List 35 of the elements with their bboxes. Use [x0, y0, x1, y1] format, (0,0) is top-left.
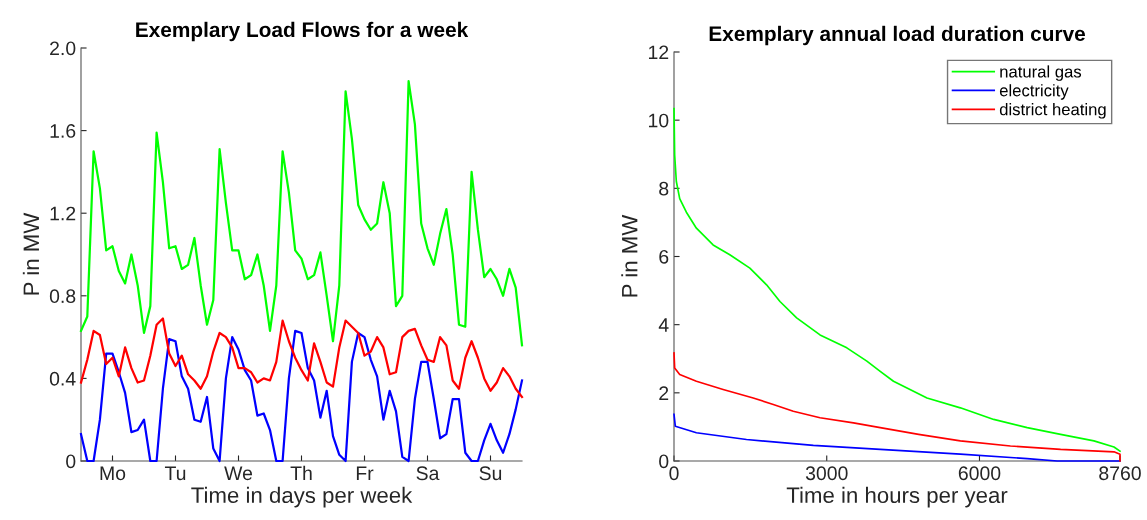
- y-tick-label: 0.8: [49, 289, 76, 304]
- y-tick-label: 6: [659, 249, 669, 264]
- x-tick-label: Tu: [164, 466, 186, 481]
- x-tick-label: 8760: [1099, 466, 1141, 481]
- y-axis-title: P in MW: [22, 212, 39, 295]
- legend-label: district heating: [999, 103, 1106, 119]
- line-series: [79, 79, 524, 347]
- x-tick-label: 3000: [805, 466, 848, 481]
- x-tick-label: Su: [479, 466, 502, 481]
- x-tick-label: We: [224, 466, 253, 481]
- line-series: [79, 317, 524, 399]
- y-axis-title: P in MW: [621, 214, 638, 297]
- y-tick-label: 2.0: [50, 41, 76, 56]
- legend-label: natural gas: [1000, 65, 1082, 81]
- y-tick-label: 0: [659, 454, 669, 469]
- y-tick-label: 0: [66, 454, 76, 469]
- y-tick-label: 4: [658, 318, 669, 332]
- x-tick-label: Sa: [416, 466, 440, 481]
- y-tick-label: 1.6: [50, 124, 76, 138]
- y-tick-label: 8: [659, 181, 669, 196]
- y-tick-label: 1.2: [50, 206, 76, 221]
- y-tick-label: 12: [649, 45, 669, 60]
- x-tick-label: Th: [290, 465, 312, 480]
- x-axis-title: Time in hours per year: [786, 486, 1008, 508]
- x-tick-label: 0: [669, 466, 679, 481]
- x-tick-label: Mo: [100, 466, 126, 481]
- legend-label: electricity: [999, 84, 1069, 100]
- x-axis-title: Time in days per week: [191, 486, 413, 508]
- x-tick-label: Fr: [356, 466, 374, 480]
- y-tick-label: 2: [659, 386, 669, 400]
- x-tick-label: 6000: [958, 466, 1001, 481]
- y-tick-label: 10: [649, 113, 669, 128]
- chart-title: Exemplary annual load duration curve: [709, 25, 1086, 46]
- chart-title: Exemplary Load Flows for a week: [136, 21, 469, 42]
- y-tick-label: 0.4: [49, 371, 76, 386]
